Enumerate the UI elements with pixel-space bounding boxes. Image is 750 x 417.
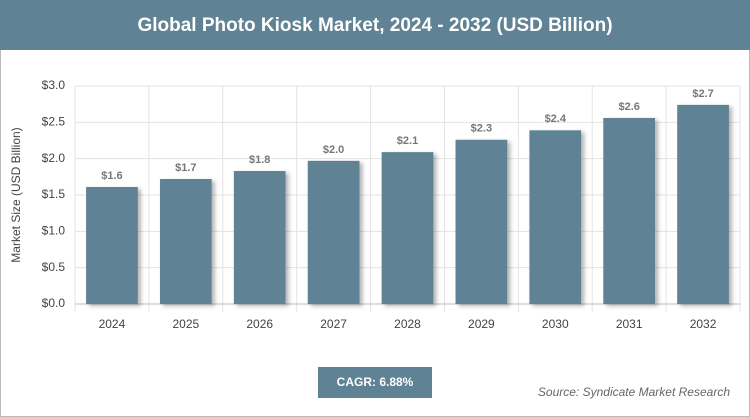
y-tick-label: $0.5: [42, 260, 66, 274]
data-label: $2.7: [692, 88, 713, 100]
x-tick-label: 2025: [172, 317, 199, 331]
data-label: $2.0: [323, 144, 344, 156]
y-tick-label: $3.0: [42, 78, 66, 92]
data-label: $2.1: [397, 135, 418, 147]
data-label: $1.8: [249, 154, 270, 166]
bar: [233, 171, 286, 304]
bar: [455, 139, 508, 304]
y-axis-label: Market Size (USD Billion): [9, 127, 23, 262]
cagr-label: CAGR: 6.88%: [337, 375, 414, 389]
bar: [159, 179, 212, 304]
bar: [86, 187, 138, 304]
y-tick-label: $0.0: [42, 296, 66, 310]
data-label: $2.6: [618, 101, 639, 113]
cagr-box: [318, 367, 432, 398]
data-label: $1.6: [101, 170, 122, 182]
bar: [677, 104, 729, 304]
x-tick-label: 2024: [99, 317, 126, 331]
data-label: $1.7: [175, 162, 196, 174]
x-tick-label: 2029: [468, 317, 495, 331]
header-band: [0, 0, 750, 50]
data-label: $2.4: [545, 113, 567, 125]
y-tick-label: $1.0: [42, 224, 66, 238]
x-tick-label: 2031: [616, 317, 643, 331]
chart-title: Global Photo Kiosk Market, 2024 - 2032 (…: [137, 15, 612, 36]
data-label: $2.3: [471, 123, 492, 135]
y-tick-label: $2.0: [42, 151, 66, 165]
bar: [381, 152, 434, 304]
bar: [307, 160, 360, 304]
x-tick-label: 2028: [394, 317, 421, 331]
y-tick-label: $2.5: [42, 115, 66, 129]
source: Source: Syndicate Market Research: [538, 385, 730, 399]
y-tick-label: $1.5: [42, 187, 66, 201]
x-tick-label: 2026: [246, 317, 273, 331]
bar: [529, 130, 582, 304]
x-tick-label: 2032: [690, 317, 717, 331]
bar: [603, 117, 656, 305]
x-tick-label: 2027: [320, 317, 347, 331]
x-tick-label: 2030: [542, 317, 569, 331]
